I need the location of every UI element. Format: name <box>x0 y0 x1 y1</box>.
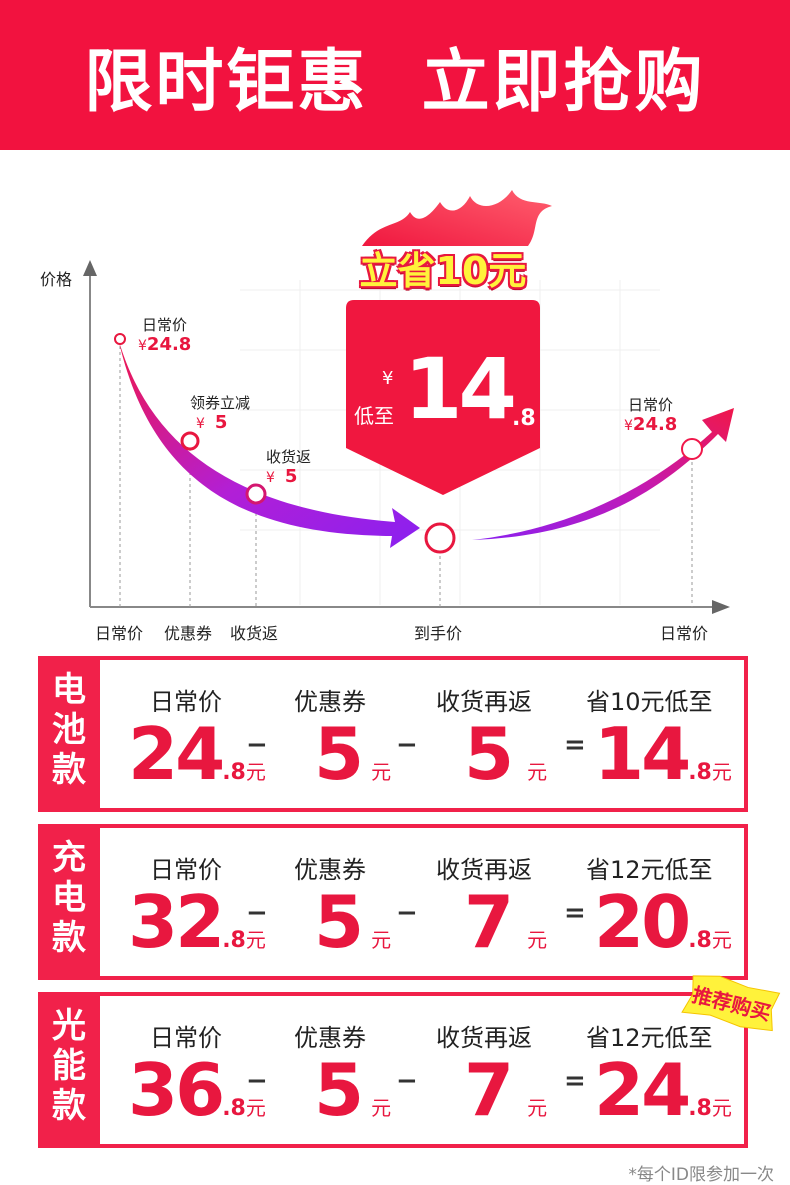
price-drop-arrow <box>118 338 420 548</box>
save-tag-text: 立省10元 <box>359 249 527 293</box>
equals-sign: = <box>564 1066 586 1096</box>
value-final: 14.8元 <box>594 712 732 796</box>
low-price-decimal: .8 <box>512 406 536 431</box>
header-title: 限时钜惠 立即抢购 <box>84 42 706 122</box>
point-value-coupon: ¥5 <box>196 412 228 433</box>
label-rebate: 收货再返 <box>436 1024 532 1052</box>
point-value-regular: ¥24.8 <box>138 334 192 355</box>
low-price-integer: 14 <box>404 340 517 438</box>
point-title-rebate: 收货返 <box>266 448 312 466</box>
point-title-regular: 日常价 <box>142 316 188 334</box>
promo-header: 限时钜惠 立即抢购 <box>0 0 790 150</box>
label-final: 省12元低至 <box>586 1024 713 1052</box>
marker-final <box>424 522 456 554</box>
low-price-prefix: 低至 <box>354 404 394 428</box>
marker-regular <box>114 333 126 345</box>
minus-sign: − <box>396 1066 418 1096</box>
label-final: 省12元低至 <box>586 856 713 884</box>
flame-decoration-icon <box>362 190 552 246</box>
value-final: 24.8元 <box>594 1048 732 1132</box>
label-regular: 日常价 <box>150 1024 222 1052</box>
x-label-coupon: 优惠券 <box>164 624 213 643</box>
save-badge: 立省10元 ¥ 低至 14 .8 <box>346 150 540 438</box>
marker-rebate <box>245 483 267 505</box>
label-coupon: 优惠券 <box>294 1024 366 1052</box>
label-regular: 日常价 <box>150 688 222 716</box>
x-label-regular: 日常价 <box>95 624 144 643</box>
label-regular: 日常价 <box>150 856 222 884</box>
marker-right-regular <box>681 438 703 460</box>
x-label-rebate: 收货返 <box>230 624 279 643</box>
low-price-tag-shape <box>346 300 540 495</box>
x-axis-arrow-icon <box>712 600 730 614</box>
row-name: 充电款 <box>52 838 86 958</box>
value-regular: 36.8元 <box>128 1048 266 1132</box>
row-name: 电池款 <box>52 670 86 790</box>
y-axis-arrow-icon <box>83 260 97 276</box>
value-regular: 24.8元 <box>128 712 266 796</box>
row-name: 光能款 <box>52 1006 86 1126</box>
value-regular: 32.8元 <box>128 880 266 964</box>
recommend-tag-shape <box>681 975 781 1032</box>
low-price-currency: ¥ <box>382 368 394 389</box>
x-label-final: 到手价 <box>414 624 463 643</box>
point-value-rebate: ¥5 <box>266 466 298 487</box>
minus-sign: − <box>246 898 268 928</box>
price-chart: 价格 日常价 优惠券 收货返 到手价 日常价 日常价 ¥24.8 领券立减 ¥5… <box>0 150 790 650</box>
marker-coupon <box>180 431 200 451</box>
recommend-tag: 推荐购买 <box>680 967 785 1037</box>
x-label-regular-right: 日常价 <box>660 624 709 643</box>
value-final: 20.8元 <box>594 880 732 964</box>
equals-sign: = <box>564 898 586 928</box>
low-price-box: ¥ 低至 14 .8 <box>346 300 540 450</box>
label-rebate: 收货再返 <box>436 688 532 716</box>
point-value-right: ¥24.8 <box>624 414 678 435</box>
label-rebate: 收货再返 <box>436 856 532 884</box>
label-final: 省10元低至 <box>586 688 713 716</box>
label-coupon: 优惠券 <box>294 688 366 716</box>
price-chart-graphic <box>83 190 734 614</box>
minus-sign: − <box>396 898 418 928</box>
price-rise-arrow <box>472 408 734 540</box>
y-axis-label: 价格 <box>40 270 73 289</box>
point-title-right: 日常价 <box>628 396 674 414</box>
minus-sign: − <box>246 1066 268 1096</box>
footnote: *每个ID限参加一次 <box>628 1165 774 1185</box>
equals-sign: = <box>564 730 586 760</box>
point-title-coupon: 领券立减 <box>190 394 251 412</box>
label-coupon: 优惠券 <box>294 856 366 884</box>
minus-sign: − <box>396 730 418 760</box>
minus-sign: − <box>246 730 268 760</box>
